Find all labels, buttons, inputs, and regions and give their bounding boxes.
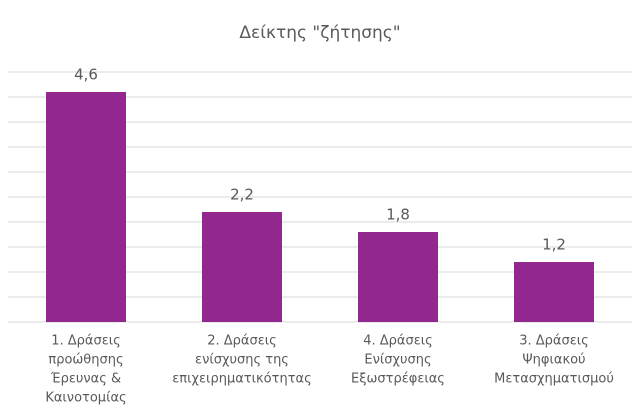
value-label: 4,6 <box>74 66 98 84</box>
x-tick-label: Μετασχηματισμού <box>494 372 614 387</box>
value-label: 1,2 <box>542 236 566 254</box>
bar <box>46 92 126 322</box>
x-tick-label: 3. Δράσεις <box>519 334 589 349</box>
x-tick-label: Έρευνας & <box>50 372 121 387</box>
bar <box>202 212 282 322</box>
x-tick-label: επιχειρηματικότητας <box>172 372 311 387</box>
x-tick-label: Εξωστρέφειας <box>351 372 445 387</box>
value-label: 1,8 <box>386 206 410 224</box>
x-tick-label: προώθησης <box>48 353 123 368</box>
x-tick-label: 1. Δράσεις <box>51 334 121 349</box>
x-tick-label: Ψηφιακού <box>522 353 585 368</box>
x-tick-label: Ενίσχυσης <box>364 353 431 368</box>
x-tick-label: 4. Δράσεις <box>363 334 433 349</box>
bar <box>358 232 438 322</box>
x-tick-label: 2. Δράσεις <box>207 334 277 349</box>
x-tick-label: Καινοτομίας <box>45 391 126 406</box>
chart-title: Δείκτης "ζήτησης" <box>239 23 400 43</box>
value-label: 2,2 <box>230 186 254 204</box>
x-tick-label: ενίσχυσης της <box>195 353 289 368</box>
bar <box>514 262 594 322</box>
